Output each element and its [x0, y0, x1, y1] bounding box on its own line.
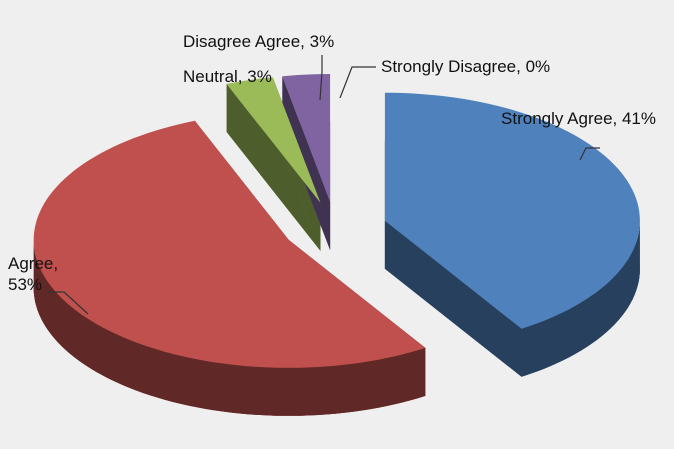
data-label: Strongly Agree, 41% [501, 109, 656, 128]
slice-shadow [226, 83, 321, 251]
slice [226, 77, 321, 203]
slice-shadow [33, 239, 426, 416]
slice-shadow [384, 220, 522, 377]
slice-tops [33, 74, 640, 368]
slice-shadow [282, 76, 331, 250]
data-label: Neutral, 3% [183, 67, 272, 86]
leader-line [48, 291, 89, 315]
slice-shadow [521, 220, 640, 377]
leader-line [339, 66, 376, 99]
data-label: Disagree Agree, 3% [183, 32, 335, 51]
slice [282, 74, 331, 202]
data-label: Strongly Disagree, 0% [381, 57, 551, 76]
slice [33, 120, 426, 368]
data-label: Agree, 53% [8, 254, 59, 294]
leader-line [579, 147, 600, 161]
slice [384, 92, 640, 329]
leader-line [319, 55, 323, 101]
